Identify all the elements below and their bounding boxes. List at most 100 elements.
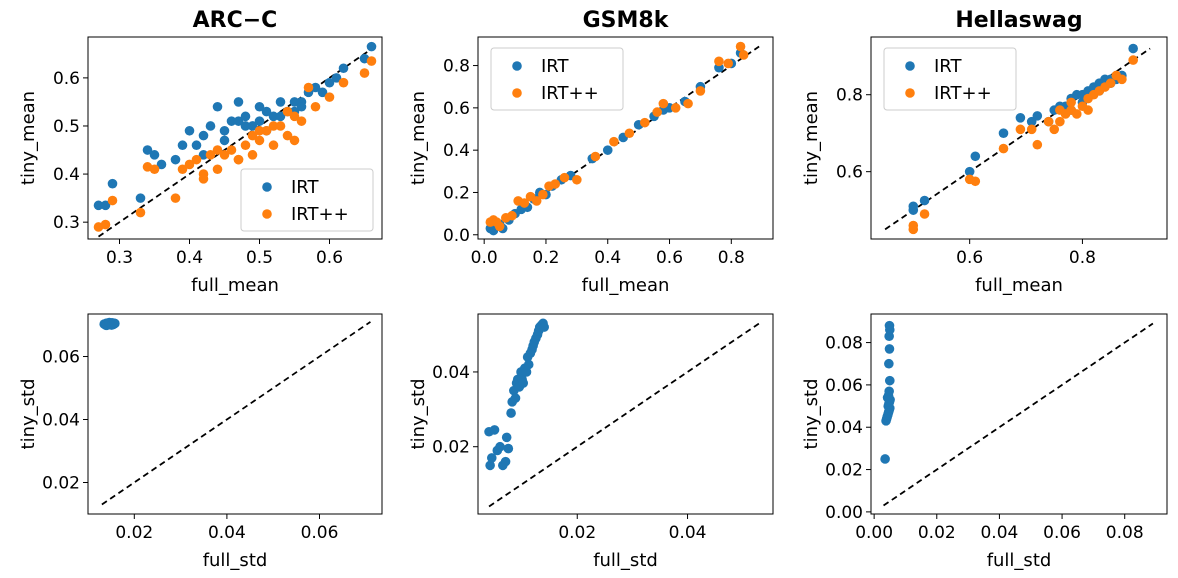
data-point [247,150,258,160]
data-point [100,219,111,230]
data-point [1083,105,1093,115]
data-point [233,116,244,126]
data-point [998,143,1009,154]
data-point [240,140,251,151]
y-tick-label: 0.02 [42,474,80,494]
x-tick-label: 0.2 [532,248,559,268]
axes-frame [477,313,774,515]
data-point [507,210,517,221]
data-point [198,150,209,160]
identity-diagonal-line [101,321,371,506]
legend-box [240,168,374,232]
x-tick-label: 0.8 [1069,248,1096,268]
series-irt [880,320,895,464]
data-point [282,106,293,117]
data-point [331,73,342,83]
identity-diagonal-line [883,322,1154,507]
data-point [226,145,237,155]
subplot-5: 0.02 0.04 0.02 0.04 full_std tiny_std [408,313,774,571]
data-point [107,178,118,189]
x-tick-label: 0.6 [956,248,983,268]
legend-marker [512,88,522,98]
data-point [489,425,500,435]
data-point [486,453,497,463]
data-point [296,101,307,112]
x-axis-label: full_mean [975,275,1063,296]
y-tick-label: 0.6 [53,69,80,89]
subplot-1: 0.3 0.4 0.5 0.6 0.3 0.4 0.5 0.6 full_mean tiny_me… [18,8,383,296]
data-point [602,145,613,155]
data-point [366,56,377,66]
data-point [908,224,919,235]
legend-label: IRT [291,177,320,198]
data-point [317,87,328,98]
y-tick-label: 0.06 [825,376,863,396]
data-point [1128,43,1138,54]
data-point [219,150,230,160]
data-point [212,101,223,112]
data-point [366,41,377,52]
legend-box [490,47,624,111]
data-point [495,441,505,452]
legend-marker [905,88,915,98]
data-point [198,130,209,141]
data-point [1049,124,1060,135]
x-tick-label: 0.8 [718,248,745,268]
y-tick-label: 0.8 [443,57,470,77]
x-tick-label: 0.4 [176,248,203,268]
data-point [919,209,930,219]
series-irtplusplus [93,56,377,232]
y-tick-label: 0.04 [432,363,470,383]
data-point [714,56,724,67]
data-point [670,103,681,113]
data-point [275,111,286,122]
data-point [501,432,512,443]
data-point [93,200,104,211]
panel-title: GSM8k [583,8,670,33]
y-tick-label: 0.08 [825,334,863,354]
data-point [572,174,582,185]
data-point [624,128,635,139]
legend-label: IRT [934,56,963,77]
series-irtplusplus [485,41,749,232]
data-point [268,140,279,151]
data-point [268,111,279,122]
data-point [135,193,146,203]
data-point [695,86,706,96]
data-point [908,205,919,215]
legend-label: IRT++ [291,204,349,225]
data-point [184,159,195,170]
identity-diagonal-line [884,47,1151,231]
data-point [219,135,230,146]
x-tick-label: 0.04 [980,523,1018,543]
y-tick-label: 0.4 [443,141,470,161]
data-point [289,135,300,146]
data-point [1117,74,1127,85]
data-point [177,164,188,175]
data-point [184,125,195,136]
data-point [226,116,237,126]
y-tick-label: 0.04 [42,411,80,431]
data-point [531,196,542,206]
data-point [884,375,895,386]
data-point [1015,124,1026,135]
data-point [135,207,146,218]
data-point [503,443,514,454]
data-point [1032,139,1043,150]
data-point [359,68,370,78]
series-irt [484,318,549,471]
data-point [268,121,279,131]
x-tick-label: 0.04 [669,523,707,543]
data-point [254,101,265,112]
series-irt [93,41,377,211]
y-axis-label: tiny_std [801,379,822,450]
data-point [1083,93,1093,104]
data-point [177,140,188,151]
data-point [324,92,335,102]
data-point [212,145,223,155]
data-point [310,82,321,93]
data-point [970,151,981,162]
x-tick-label: 0.02 [558,523,596,543]
x-tick-label: 0.4 [594,248,621,268]
x-tick-label: 0.04 [208,523,246,543]
